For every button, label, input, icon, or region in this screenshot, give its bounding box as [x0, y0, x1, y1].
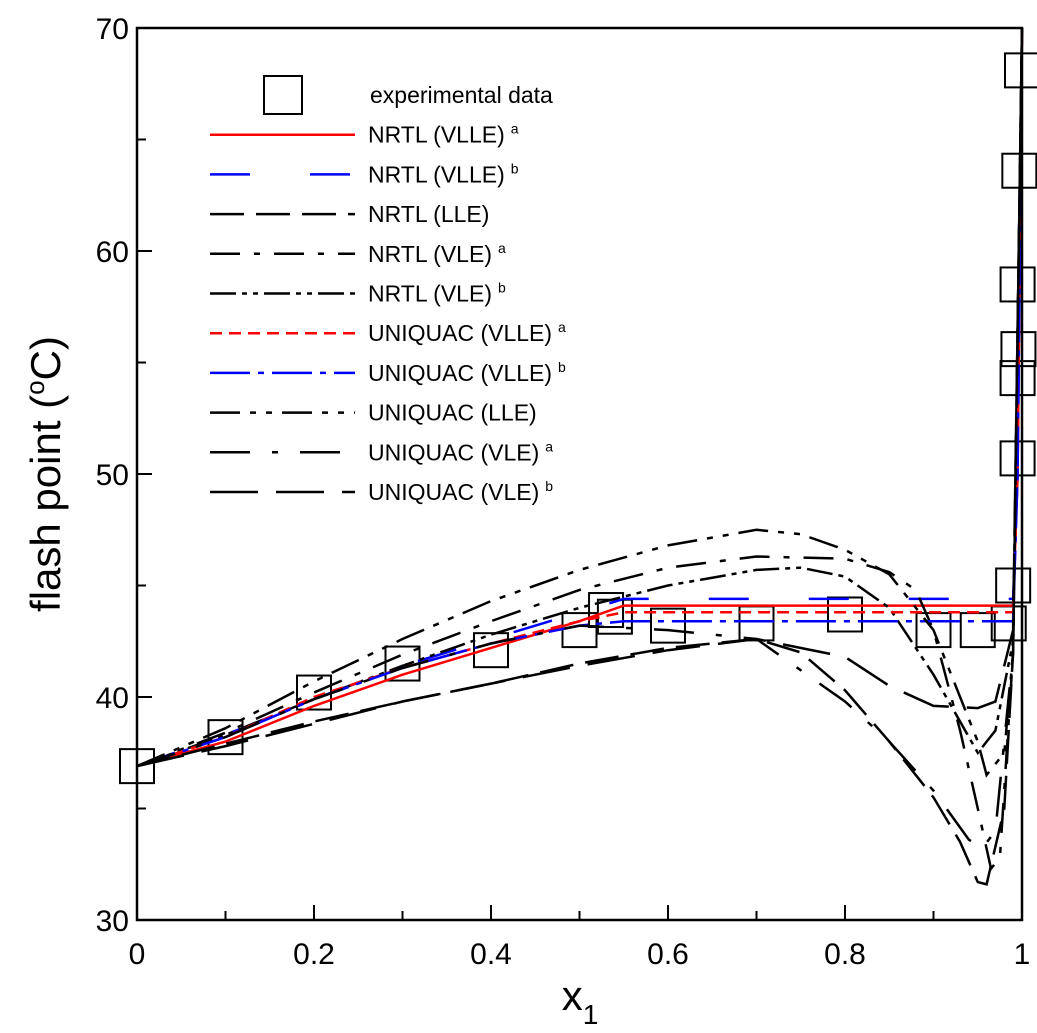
legend-entry: UNIQUAC (LLE) [368, 400, 537, 426]
legend-sup: a [498, 240, 506, 256]
x-tick-label: 0.2 [293, 938, 335, 971]
y-tick-label: 30 [96, 905, 129, 938]
data-point [650, 607, 686, 644]
y-tick-label: 70 [96, 13, 129, 46]
legend-sup: b [558, 359, 566, 375]
legend-label: NRTL (VLE) [368, 281, 492, 307]
plot-frame [135, 26, 1024, 922]
data-point [959, 612, 996, 649]
legend-label: NRTL (LLE) [368, 201, 489, 227]
x-tick-label: 1 [1014, 938, 1031, 971]
x-axis-label: x1 [562, 972, 599, 1030]
y-tick-label: 50 [96, 459, 129, 492]
legend-entry: experimental data [370, 82, 553, 108]
series-line [137, 27, 1024, 778]
series-line [137, 27, 1024, 851]
legend-entry: UNIQUAC (VLE) a [368, 438, 553, 465]
data-point [827, 596, 863, 633]
legend-sup: b [511, 160, 519, 176]
y-label-sup: o [20, 380, 50, 394]
x-tick-label: 0 [129, 938, 146, 971]
series-line [137, 27, 1024, 768]
data-point [588, 592, 625, 629]
legend-label: UNIQUAC (LLE) [368, 400, 537, 426]
legend-label: experimental data [370, 82, 553, 108]
legend-label: NRTL (VLE) [368, 241, 492, 267]
legend-sup: a [511, 121, 519, 137]
x-tick-label: 0.4 [470, 938, 512, 971]
series-line [137, 27, 1024, 768]
series-line [137, 27, 1024, 768]
x-label-text: x [562, 972, 583, 1019]
legend-label: UNIQUAC (VLE) [368, 439, 539, 465]
legend-entry: UNIQUAC (VLLE) b [368, 359, 566, 386]
series-line [137, 27, 1024, 886]
legend-entry: NRTL (VLE) a [368, 240, 506, 267]
x-tick-label: 0.8 [824, 938, 866, 971]
series-line [137, 27, 1024, 872]
legend-entry: UNIQUAC (VLLE) a [368, 319, 566, 346]
y-label-text: C) [22, 336, 69, 380]
legend-label: UNIQUAC (VLLE) [368, 360, 552, 386]
series-line [137, 27, 1024, 768]
legend-label: UNIQUAC (VLLE) [368, 320, 552, 346]
legend-label: NRTL (VLLE) [368, 122, 505, 148]
legend-entry: NRTL (VLE) b [368, 280, 506, 307]
series-line [137, 27, 1024, 768]
legend-label: UNIQUAC (VLE) [368, 479, 539, 505]
legend-entry: NRTL (VLLE) b [368, 160, 519, 187]
legend-marker [263, 75, 303, 115]
legend-label: NRTL (VLLE) [368, 161, 505, 187]
data-point [473, 632, 509, 669]
y-tick-label: 40 [96, 682, 129, 715]
legend-entry: NRTL (VLLE) a [368, 121, 519, 148]
y-label-text: flash point ( [22, 395, 69, 612]
data-point [207, 719, 244, 756]
legend-entry: NRTL (LLE) [368, 201, 489, 227]
legend-entry: UNIQUAC (VLE) b [368, 478, 553, 505]
y-axis-label: flash point (oC) [20, 336, 69, 612]
x-label-sub: 1 [583, 999, 599, 1030]
legend-sup: a [558, 319, 566, 335]
legend-sup: a [545, 438, 553, 454]
series-line [137, 27, 1024, 768]
legend-sup: b [545, 478, 553, 494]
legend-sup: b [498, 280, 506, 296]
y-tick-label: 60 [96, 236, 129, 269]
x-tick-label: 0.6 [647, 938, 689, 971]
